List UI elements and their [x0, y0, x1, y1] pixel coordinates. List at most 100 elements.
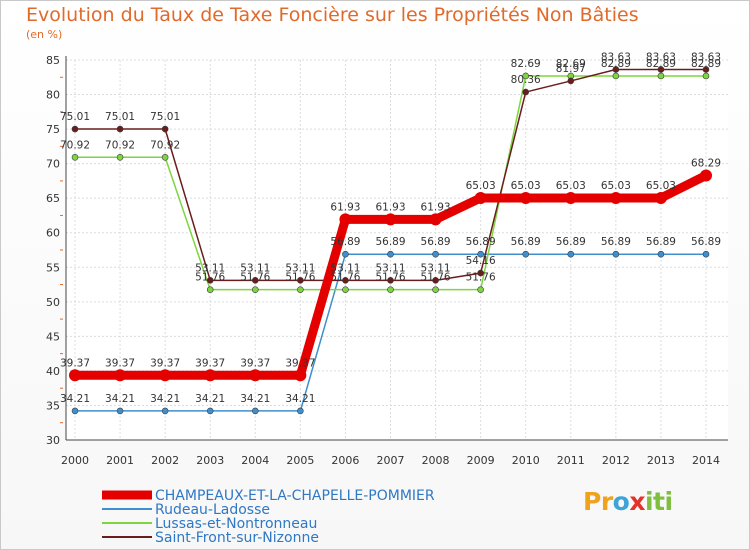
data-label: 34.21 [240, 393, 270, 405]
data-label: 65.03 [601, 180, 631, 192]
x-tick-label: 2004 [241, 454, 269, 467]
data-point [612, 72, 620, 80]
data-point [342, 286, 349, 293]
y-tick-label: 40 [46, 365, 60, 378]
data-label: 34.21 [150, 393, 180, 405]
x-tick-label: 2009 [467, 454, 495, 467]
data-label: 83.63 [601, 51, 631, 63]
data-point [161, 125, 169, 133]
x-tick-label: 2010 [512, 454, 540, 467]
legend-label: Rudeau-Ladosse [155, 502, 270, 518]
data-label: 39.37 [285, 357, 315, 369]
data-point [657, 72, 665, 80]
data-label: 51.76 [240, 272, 270, 284]
data-point [297, 277, 304, 284]
data-label: 56.89 [556, 236, 586, 248]
data-label: 39.37 [105, 357, 135, 369]
x-tick-label: 2002 [151, 454, 179, 467]
data-label: 39.37 [150, 357, 180, 369]
data-label: 75.01 [60, 111, 90, 123]
legend-label: CHAMPEAUX-ET-LA-CHAPELLE-POMMIER [155, 488, 435, 504]
data-label: 39.37 [240, 357, 270, 369]
data-label: 70.92 [105, 139, 135, 151]
data-point [342, 250, 349, 258]
data-point [161, 407, 169, 415]
x-tick-label: 2011 [557, 454, 585, 467]
data-point [387, 286, 394, 293]
data-point [71, 153, 79, 161]
data-point [116, 125, 124, 133]
data-point [297, 407, 304, 415]
legend-label: Lussas-et-Nontronneau [155, 516, 317, 532]
data-label: 34.21 [60, 393, 90, 405]
data-point [206, 407, 214, 415]
data-point [567, 250, 575, 258]
data-label: 39.37 [195, 357, 225, 369]
data-label: 65.03 [466, 180, 496, 192]
data-point [387, 250, 394, 258]
data-point [519, 191, 532, 204]
data-label: 80.36 [511, 74, 541, 86]
data-point [702, 72, 710, 80]
data-point [522, 88, 530, 96]
data-label: 82.69 [556, 58, 586, 70]
data-point [522, 250, 530, 258]
data-label: 82.89 [601, 58, 631, 70]
data-label: 53.11 [195, 262, 225, 274]
data-point [206, 286, 214, 293]
data-label: 81.97 [556, 63, 586, 75]
y-tick-label: 70 [46, 158, 60, 171]
data-label: 34.21 [105, 393, 135, 405]
data-point [477, 269, 484, 277]
data-label: 70.92 [150, 139, 180, 151]
y-tick-label: 80 [46, 89, 60, 102]
y-tick-label: 35 [46, 399, 60, 412]
data-point [294, 369, 307, 382]
data-point [700, 169, 712, 182]
y-tick-label: 55 [46, 261, 60, 274]
data-label: 56.89 [330, 236, 360, 248]
data-point [114, 369, 127, 382]
y-tick-label: 85 [46, 54, 60, 67]
data-label: 82.89 [691, 58, 721, 70]
y-tick-label: 50 [46, 296, 60, 309]
data-label: 51.76 [285, 272, 315, 284]
data-label: 61.93 [421, 201, 451, 213]
data-label: 65.03 [556, 180, 586, 192]
data-point [609, 191, 622, 204]
data-point [432, 286, 439, 293]
data-point [251, 407, 259, 415]
x-tick-label: 2007 [377, 454, 405, 467]
data-point [384, 213, 397, 226]
data-label: 65.03 [646, 180, 676, 192]
data-point [387, 277, 394, 284]
data-point [251, 277, 259, 284]
data-point [522, 72, 530, 80]
x-tick-label: 2001 [106, 454, 134, 467]
data-point [432, 250, 439, 258]
x-tick-label: 2003 [196, 454, 224, 467]
data-label: 53.11 [240, 262, 270, 274]
data-label: 51.76 [375, 272, 405, 284]
data-point [297, 286, 304, 293]
x-tick-label: 2008 [422, 454, 450, 467]
data-point [159, 369, 172, 382]
data-label: 56.89 [375, 236, 405, 248]
data-point [116, 407, 124, 415]
y-tick-label: 30 [46, 434, 60, 447]
data-label: 53.11 [285, 262, 315, 274]
proxiti-logo: Proxiti [583, 487, 673, 516]
data-label: 56.89 [466, 236, 496, 248]
data-label: 51.76 [195, 272, 225, 284]
data-label: 39.37 [60, 357, 90, 369]
data-label: 53.11 [421, 262, 451, 274]
data-label: 53.11 [375, 262, 405, 274]
data-label: 65.03 [511, 180, 541, 192]
data-label: 61.93 [330, 201, 360, 213]
y-tick-label: 75 [46, 123, 60, 136]
data-point [612, 250, 620, 258]
chart-title: Evolution du Taux de Taxe Foncière sur l… [26, 4, 639, 26]
data-point [432, 277, 439, 284]
data-label: 34.21 [285, 393, 315, 405]
data-point [116, 153, 124, 161]
